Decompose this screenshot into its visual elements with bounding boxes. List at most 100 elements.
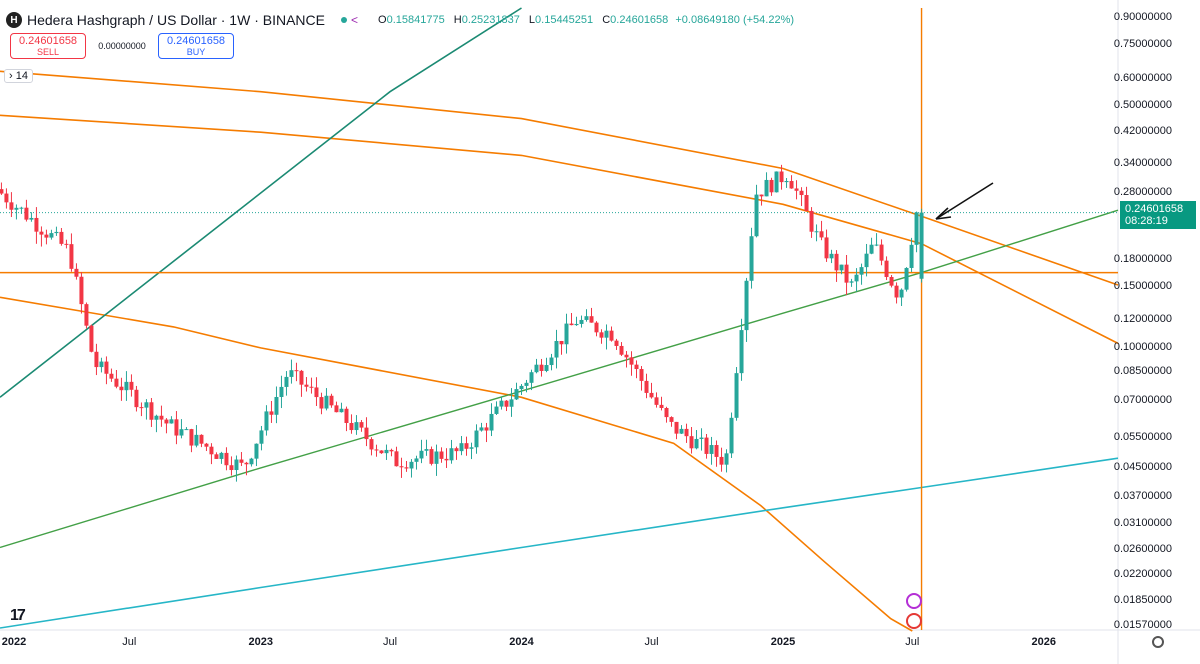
candle-body (304, 384, 309, 387)
candle-body (689, 436, 694, 449)
candle-body (214, 454, 219, 459)
candle-body (364, 427, 369, 440)
green-trend-line (0, 209, 1119, 549)
buy-button[interactable]: 0.24601658 BUY (158, 33, 234, 59)
ohlc-high-key: H (453, 14, 462, 26)
tradingview-logo-icon: 17 (10, 607, 26, 624)
candle-body (789, 181, 794, 189)
candle-body (604, 330, 609, 338)
candle-body (664, 408, 669, 418)
candle-body (814, 231, 819, 233)
candle-body (519, 385, 524, 390)
candle-body (824, 237, 829, 259)
candle-body (504, 400, 509, 407)
candle-body (94, 351, 99, 368)
candle-body (54, 231, 59, 234)
candle-body (899, 289, 904, 298)
status-dot-icon (341, 17, 347, 23)
orange-arc-lower (0, 296, 913, 632)
candle-body (619, 345, 624, 355)
candle-body (704, 437, 709, 454)
candle-body (439, 451, 444, 459)
candle-body (624, 354, 629, 358)
sell-label: SELL (36, 47, 60, 57)
candle-body (164, 419, 169, 424)
current-price-value: 0.24601658 (1125, 203, 1184, 215)
drawings-count-chip[interactable]: › 14 (4, 69, 33, 83)
candle-body (4, 193, 9, 203)
candle-body (734, 373, 739, 418)
candle-body (719, 456, 724, 465)
ohlc-change: +0.08649180 (+54.22%) (675, 14, 795, 26)
candle-body (569, 323, 574, 326)
candle-body (714, 445, 719, 457)
price-axis-label: 0.10000000 (1113, 340, 1172, 353)
candle-body (559, 340, 564, 345)
candle-body (879, 244, 884, 261)
candle-body (554, 340, 559, 358)
candle-body (119, 386, 124, 391)
candle-body (564, 323, 569, 345)
candle-body (104, 361, 109, 374)
candle-body (414, 458, 419, 462)
candle-body (344, 408, 349, 423)
price-axis-label: 0.15000000 (1113, 279, 1172, 292)
candle-body (274, 396, 279, 415)
orange-arc-middle (0, 114, 1119, 345)
candle-body (319, 397, 324, 409)
candle-body (444, 458, 449, 461)
candle-body (134, 389, 139, 408)
candle-body (189, 429, 194, 446)
gear-icon[interactable] (1152, 636, 1164, 648)
buy-price: 0.24601658 (166, 35, 226, 47)
status-dots: < (341, 13, 358, 27)
sell-button[interactable]: 0.24601658 SELL (10, 33, 86, 59)
candle-body (854, 274, 859, 282)
candle-body (579, 319, 584, 324)
candle-body (379, 450, 384, 454)
price-axis-label: 0.50000000 (1113, 99, 1172, 112)
event-lightning-icon[interactable] (906, 593, 922, 609)
candle-body (574, 323, 579, 326)
candle-body (359, 422, 364, 428)
candle-body (389, 449, 394, 452)
candle-body (394, 451, 399, 467)
orange-arc-upper (0, 70, 1119, 286)
candle-body (904, 267, 909, 290)
symbol-logo-icon: H (6, 12, 22, 28)
candle-body (499, 400, 504, 407)
time-axis-label: 2024 (509, 636, 534, 648)
ohlc-low-key: L (528, 14, 536, 26)
candle-body (199, 434, 204, 444)
candle-body (309, 386, 314, 388)
candle-body (384, 449, 389, 454)
event-us-flag-icon[interactable] (906, 613, 922, 629)
price-axis-label: 0.60000000 (1113, 71, 1172, 84)
candle-body (44, 234, 49, 238)
candle-body (154, 415, 159, 420)
candle-body (844, 264, 849, 283)
symbol-title[interactable]: Hedera Hashgraph / US Dollar · 1W · BINA… (27, 12, 325, 28)
candle-body (779, 171, 784, 183)
share-icon[interactable]: < (351, 13, 359, 27)
candle-body (744, 280, 749, 331)
candle-body (804, 195, 809, 211)
candle-body (324, 395, 329, 409)
candle-body (849, 281, 854, 283)
teal-trend-line (0, 7, 522, 398)
ohlc-readout: O0.15841775 H0.25231837 L0.15445251 C0.2… (372, 14, 794, 26)
candle-body (829, 253, 834, 259)
candle-body (809, 210, 814, 232)
candle-body (474, 430, 479, 448)
time-axis-label: 2022 (1, 636, 27, 648)
price-axis-label: 0.07000000 (1113, 394, 1172, 407)
candle-body (334, 405, 339, 413)
time-axis-label: 2026 (1031, 636, 1056, 648)
chart-header: H Hedera Hashgraph / US Dollar · 1W · BI… (6, 10, 794, 30)
candle-body (159, 415, 164, 420)
candle-body (409, 461, 414, 469)
candle-body (589, 316, 594, 323)
annotation-arrow-shaft (935, 182, 994, 220)
